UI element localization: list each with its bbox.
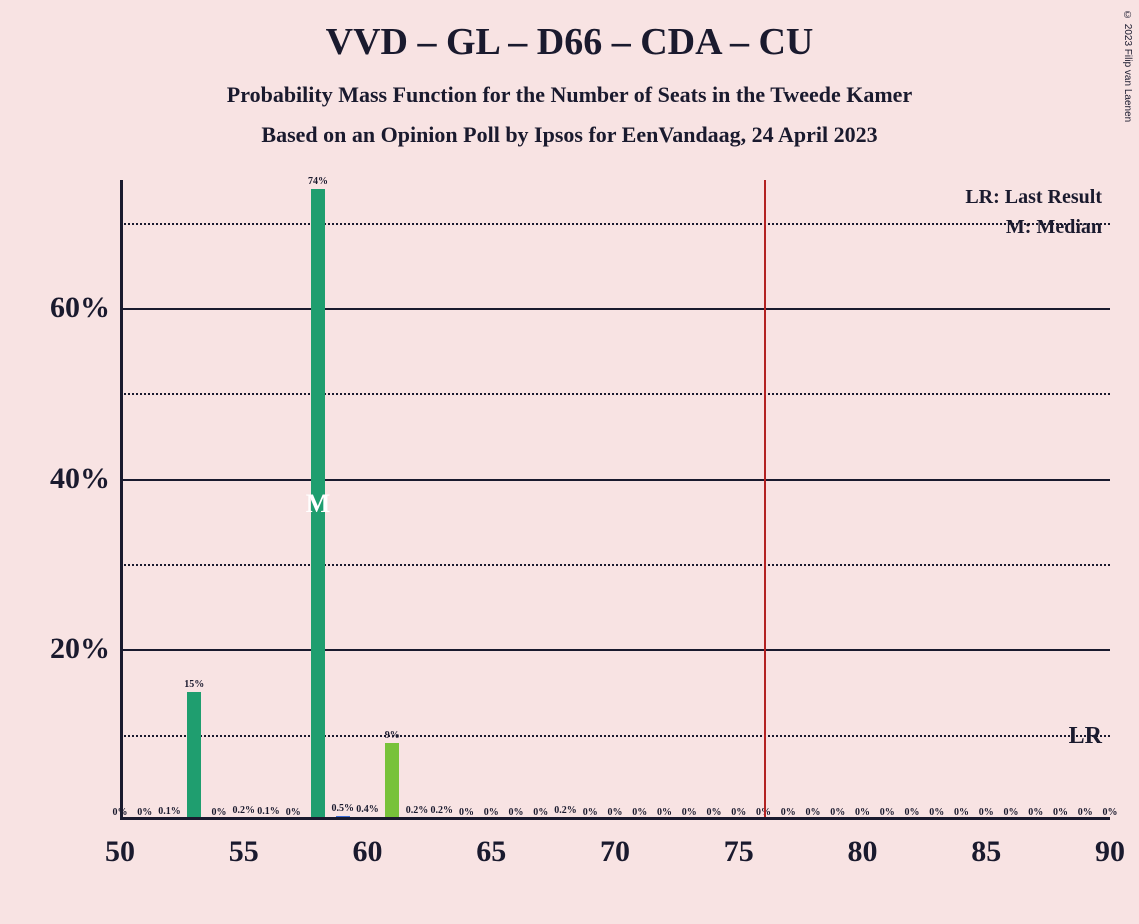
bar-value-label: 9% [385, 730, 400, 743]
x-tick-label: 60 [353, 820, 383, 869]
x-tick-label: 55 [229, 820, 259, 869]
gridline-minor [120, 393, 1110, 395]
gridline-major [120, 479, 1110, 481]
x-tick-label: 75 [724, 820, 754, 869]
x-tick-label: 85 [971, 820, 1001, 869]
x-tick-label: 90 [1095, 820, 1125, 869]
x-tick-label: 65 [476, 820, 506, 869]
median-marker: M [306, 489, 331, 519]
chart-plot-area: 20%40%60%0%0%0.1%15%0%0.2%0.1%0%74%0.5%0… [120, 180, 1110, 820]
bar: 15% [187, 692, 201, 820]
bar-value-label: 74% [308, 176, 328, 189]
last-result-line [764, 180, 766, 820]
legend-m: M: Median [1006, 216, 1102, 239]
legend-lr: LR: Last Result [965, 186, 1102, 209]
bar-value-label: 15% [184, 679, 204, 692]
lr-short-label: LR [1069, 723, 1102, 750]
x-tick-label: 50 [105, 820, 135, 869]
y-tick-label: 40% [50, 462, 120, 496]
chart-subtitle-2: Based on an Opinion Poll by Ipsos for Ee… [0, 108, 1139, 148]
bar-value-label: 0.5% [331, 803, 354, 816]
chart-title: VVD – GL – D66 – CDA – CU [0, 0, 1139, 64]
bar: 9% [385, 743, 399, 820]
x-tick-label: 80 [848, 820, 878, 869]
chart-subtitle-1: Probability Mass Function for the Number… [0, 64, 1139, 108]
gridline-major [120, 308, 1110, 310]
copyright-text: © 2023 Filip van Laenen [1122, 10, 1133, 122]
y-tick-label: 20% [50, 632, 120, 666]
bar-value-label: 0.4% [356, 804, 379, 817]
y-tick-label: 60% [50, 291, 120, 325]
x-tick-label: 70 [600, 820, 630, 869]
gridline-minor [120, 735, 1110, 737]
y-axis [120, 180, 123, 820]
gridline-minor [120, 564, 1110, 566]
gridline-minor [120, 223, 1110, 225]
gridline-major [120, 649, 1110, 651]
